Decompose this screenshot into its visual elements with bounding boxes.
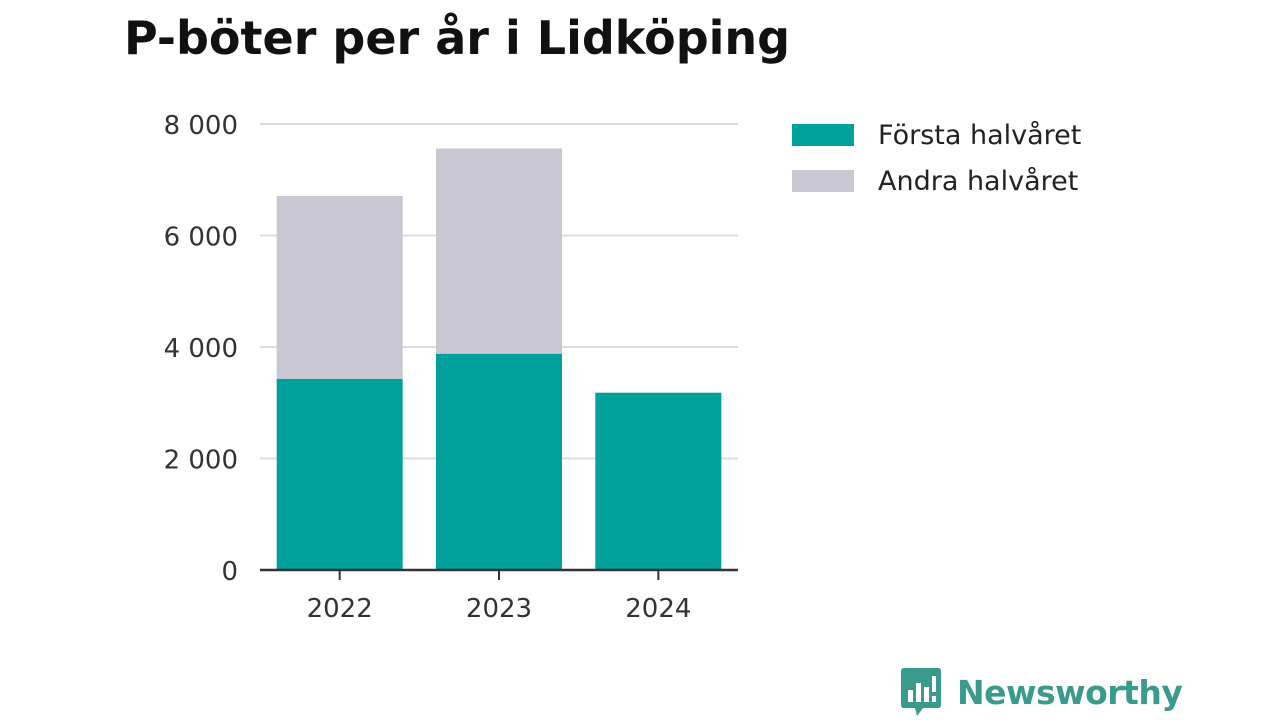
x-tick-label: 2022: [307, 594, 373, 624]
newsworthy-logo: Newsworthy: [901, 668, 1183, 716]
bar-2022-series-1: [276, 378, 403, 570]
y-tick-label: 4 000: [164, 334, 238, 364]
newsworthy-chart-icon: [901, 668, 941, 716]
bar-2023-series-2: [436, 148, 562, 354]
legend-label-second-half: Andra halvåret: [878, 165, 1079, 197]
y-tick-label: 6 000: [164, 223, 238, 253]
bar-2024-series-1: [595, 392, 722, 570]
y-tick-label: 8 000: [164, 111, 238, 141]
x-axis-tick-labels: 2022 2023 2024: [307, 570, 691, 624]
legend-item-first-half: Första halvåret: [792, 112, 1081, 158]
y-tick-label: 0: [221, 557, 238, 587]
newsworthy-logo-text: Newsworthy: [957, 672, 1183, 712]
legend-item-second-half: Andra halvåret: [792, 158, 1081, 204]
y-tick-label: 2 000: [164, 446, 238, 476]
y-axis-tick-labels: 0 2 000 4 000 6 000 8 000: [164, 111, 238, 587]
legend: Första halvåret Andra halvåret: [792, 112, 1081, 204]
chart-title: P-böter per år i Lidköping: [124, 11, 791, 65]
x-tick-label: 2024: [625, 594, 691, 624]
x-tick-label: 2023: [466, 594, 532, 624]
bar-2023-series-1: [436, 353, 562, 570]
bar-2022-series-2: [276, 195, 403, 379]
legend-swatch-first-half: [792, 124, 854, 146]
legend-label-first-half: Första halvåret: [878, 119, 1082, 151]
legend-swatch-second-half: [792, 170, 854, 192]
bars: [276, 148, 722, 570]
